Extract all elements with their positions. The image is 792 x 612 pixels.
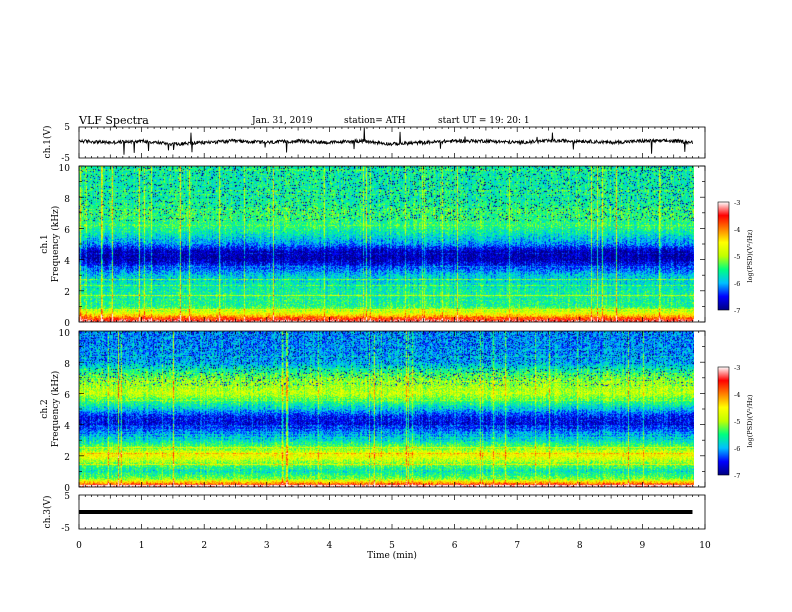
x-tick-label: 2 — [201, 541, 207, 551]
x-tick-label: 9 — [640, 541, 646, 551]
ch1-spec-ytick: 6 — [64, 226, 70, 236]
axis-tick-marks — [78, 127, 706, 529]
x-tick-label: 10 — [699, 541, 711, 551]
colorbar-tick: -6 — [734, 445, 740, 453]
ch2-spec-ytick: 6 — [64, 391, 70, 401]
colorbar-tick: -4 — [734, 226, 740, 234]
colorbar-tick: -3 — [734, 199, 740, 207]
panel-ch1-spectrogram: 10 8 6 4 2 0 ch.1 Frequency (kHz) — [40, 164, 706, 329]
x-axis: 0 1 2 3 4 5 6 7 8 9 10 Time (min) — [76, 541, 711, 561]
colorbar-tick: -4 — [734, 391, 740, 399]
x-tick-label: 6 — [452, 541, 458, 551]
x-tick-label: 0 — [76, 541, 82, 551]
colorbar-gradient — [717, 366, 730, 476]
colorbar-tick: -7 — [734, 307, 740, 315]
ch1-wave-ytick: 5 — [64, 123, 70, 133]
colorbar-ch2: -3 -4 -5 -6 -7 log(PSD)(V²/Hz) — [717, 364, 754, 480]
panel-ch1-waveform: 5 -5 ch.1(V) — [42, 123, 706, 164]
ch3-wave-ytick: -5 — [61, 524, 70, 534]
ch1-spec-ytick: 10 — [59, 164, 71, 174]
x-tick-label: 8 — [577, 541, 583, 551]
colorbar-tick: -7 — [734, 472, 740, 480]
ch1-spectrogram-image — [79, 166, 694, 322]
ch3-wave-ylabel: ch.3(V) — [42, 496, 53, 529]
ch1-spec-ytick: 4 — [64, 257, 70, 267]
ch1-wave-ylabel: ch.1(V) — [42, 126, 53, 159]
ch1-waveform-trace — [78, 127, 693, 155]
x-tick-label: 3 — [264, 541, 270, 551]
colorbar-ch1: -3 -4 -5 -6 -7 log(PSD)(V²/Hz) — [717, 199, 754, 315]
ch2-spec-ytick: 4 — [64, 422, 70, 432]
colorbar-tick: -6 — [734, 280, 740, 288]
figure-title: VLF Spectra — [78, 114, 149, 127]
ch2-spec-ytick: 0 — [64, 484, 70, 494]
colorbar-label: log(PSD)(V²/Hz) — [746, 229, 754, 282]
ch2-spec-channel-label: ch.2 — [40, 399, 50, 418]
header-station: station= ATH — [344, 116, 406, 126]
ch2-spec-ytick: 8 — [64, 360, 70, 370]
ch1-spec-channel-label: ch.1 — [40, 234, 50, 253]
ch3-wave-ytick: 5 — [64, 492, 70, 502]
panel-ch2-spectrogram: 10 8 6 4 2 0 ch.2 Frequency (kHz) — [40, 329, 706, 494]
x-axis-label: Time (min) — [367, 550, 417, 561]
ch1-spec-ytick: 8 — [64, 195, 70, 205]
ch1-spec-ytick: 2 — [64, 288, 70, 298]
x-tick-label: 1 — [139, 541, 145, 551]
ch2-spec-ytick: 10 — [59, 329, 71, 339]
colorbar-tick: -3 — [734, 364, 740, 372]
ch2-spectrogram-image — [79, 331, 694, 487]
x-tick-label: 5 — [389, 541, 395, 551]
ch1-wave-ytick: -5 — [61, 154, 70, 164]
header-date: Jan. 31, 2019 — [251, 116, 313, 126]
colorbar-tick: -5 — [734, 253, 740, 261]
x-tick-label: 4 — [327, 541, 333, 551]
header-start-ut: start UT = 19: 20: 1 — [438, 116, 530, 126]
colorbar-tick: -5 — [734, 418, 740, 426]
colorbar-gradient — [717, 201, 730, 311]
ch2-spec-ytick: 2 — [64, 453, 70, 463]
x-tick-label: 7 — [514, 541, 520, 551]
ch1-spec-ylabel: Frequency (kHz) — [50, 206, 61, 283]
ch1-spec-ytick: 0 — [64, 319, 70, 329]
ch2-spec-ylabel: Frequency (kHz) — [50, 371, 61, 448]
colorbar-label: log(PSD)(V²/Hz) — [746, 394, 754, 447]
